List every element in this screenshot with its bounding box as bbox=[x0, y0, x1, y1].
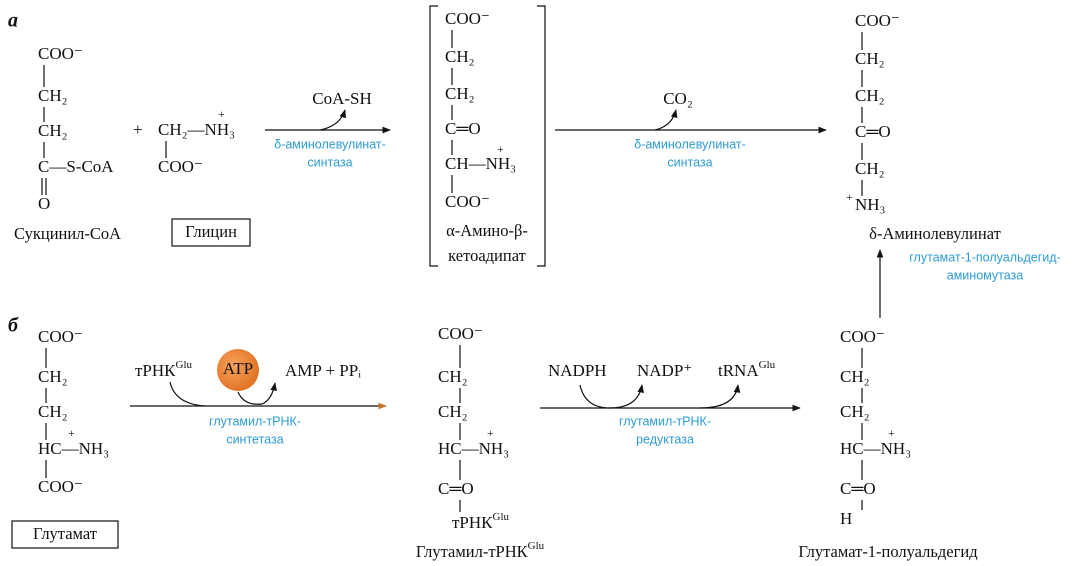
formula-line: CH₂ bbox=[38, 121, 68, 140]
formula-line: CH₂ bbox=[840, 402, 870, 421]
atp-sphere bbox=[217, 349, 259, 391]
enzyme-label: глутамил-тРНК- bbox=[619, 414, 711, 428]
formula-line: COO⁻ bbox=[445, 9, 490, 28]
formula-line: COO⁻ bbox=[38, 477, 83, 496]
molecule-name: Глутамат-1-полуальдегид bbox=[798, 542, 978, 561]
molecule-name: Сукцинил-CoA bbox=[14, 224, 121, 243]
cofactor: CoA-SH bbox=[312, 89, 372, 108]
formula-line: C—S-CoA bbox=[38, 157, 114, 176]
formula-line: CH₂ bbox=[840, 367, 870, 386]
charge: + bbox=[487, 426, 494, 440]
molecule-name: Глицин bbox=[185, 222, 237, 241]
superscript: Glu bbox=[176, 359, 193, 371]
enzyme-label: глутамат-1-полуальдегид- bbox=[909, 250, 1061, 264]
formula-line: C═O bbox=[840, 479, 876, 498]
formula-line: COO⁻ bbox=[158, 157, 203, 176]
formula-line: C═O bbox=[438, 479, 474, 498]
products: AMP + PPᵢ bbox=[285, 361, 361, 380]
cofactor-arrow bbox=[654, 109, 678, 131]
formula-line: HC—NH₃ bbox=[840, 439, 911, 458]
cofactor: ATP bbox=[223, 359, 253, 378]
charge: + bbox=[218, 107, 225, 121]
text-part: Глутамил-тРНК bbox=[416, 542, 529, 561]
cofactor-arrow bbox=[169, 381, 206, 407]
formula-line: CH₂—NH₃ bbox=[158, 120, 235, 139]
formula-line: NH₃ bbox=[855, 195, 886, 214]
superscript: Glu bbox=[493, 511, 510, 523]
tail: тРНКGlu bbox=[452, 511, 510, 532]
enzyme-label: редуктаза bbox=[636, 432, 694, 446]
cofactor-arrow bbox=[579, 384, 645, 409]
cofactor-arrow bbox=[319, 109, 346, 131]
formula-line: COO⁻ bbox=[38, 327, 83, 346]
name-box bbox=[11, 520, 119, 549]
molecule-name: Глутамил-тРНКGlu bbox=[416, 540, 545, 561]
cofactor: NADP⁺ bbox=[637, 361, 692, 380]
formula-line: C═O bbox=[855, 122, 891, 141]
enzyme-label: δ-аминолевулинат- bbox=[634, 137, 746, 151]
formula-line: CH₂ bbox=[855, 159, 885, 178]
enzyme-label: синтетаза bbox=[226, 432, 283, 446]
formula-line: CH₂ bbox=[38, 402, 68, 421]
cofactor: CO₂ bbox=[663, 89, 693, 108]
charge: + bbox=[888, 426, 895, 440]
formula-line: CH₂ bbox=[438, 402, 468, 421]
cofactor-arrow bbox=[699, 384, 741, 409]
cofactor: NADPH bbox=[548, 361, 607, 380]
superscript: Glu bbox=[759, 359, 776, 371]
charge: + bbox=[68, 426, 75, 440]
charge: + bbox=[846, 190, 853, 204]
formula-line: COO⁻ bbox=[38, 44, 83, 63]
enzyme-label: аминомутаза bbox=[947, 268, 1023, 282]
superscript: Glu bbox=[528, 540, 545, 552]
formula-line: CH₂ bbox=[855, 49, 885, 68]
cofactor-arrow bbox=[237, 382, 277, 405]
text-part: тРНК bbox=[135, 361, 176, 380]
bracket bbox=[429, 5, 546, 267]
formula-line: CH₂ bbox=[855, 86, 885, 105]
text-part: тРНК bbox=[452, 513, 493, 532]
formula-line: COO⁻ bbox=[855, 11, 900, 30]
panel-label: а bbox=[8, 10, 18, 32]
formula-line: HC—NH₃ bbox=[38, 439, 109, 458]
formula-line: CH₂ bbox=[38, 367, 68, 386]
formula-line: CH₂ bbox=[445, 47, 475, 66]
formula-line: CH₂ bbox=[445, 84, 475, 103]
formula-line: COO⁻ bbox=[840, 327, 885, 346]
enzyme-label: синтаза bbox=[667, 155, 712, 169]
formula-line: COO⁻ bbox=[445, 192, 490, 211]
panel-label: б bbox=[8, 315, 19, 337]
formula-line: C═O bbox=[445, 119, 481, 138]
formula-line: CH₂ bbox=[38, 86, 68, 105]
charge: + bbox=[497, 142, 504, 156]
plus-sign: + bbox=[133, 120, 143, 139]
substrate: тРНКGlu bbox=[135, 359, 193, 380]
formula-line: O bbox=[38, 194, 50, 213]
formula-line: HC—NH₃ bbox=[438, 439, 509, 458]
formula-line: H bbox=[840, 509, 852, 528]
molecule-name: δ-Аминолевулинат bbox=[869, 224, 1001, 243]
released: tRNAGlu bbox=[718, 359, 776, 380]
molecule-name: кетоадипат bbox=[448, 246, 526, 265]
enzyme-label: синтаза bbox=[307, 155, 352, 169]
molecule-name: Глутамат bbox=[33, 524, 97, 543]
formula-line: CH—NH₃ bbox=[445, 154, 516, 173]
name-box bbox=[171, 218, 251, 247]
formula-line: COO⁻ bbox=[438, 324, 483, 343]
enzyme-label: глутамил-тРНК- bbox=[209, 414, 301, 428]
text-part: tRNA bbox=[718, 361, 759, 380]
molecule-name: α-Амино-β- bbox=[446, 221, 528, 240]
formula-line: CH₂ bbox=[438, 367, 468, 386]
enzyme-label: δ-аминолевулинат- bbox=[274, 137, 386, 151]
